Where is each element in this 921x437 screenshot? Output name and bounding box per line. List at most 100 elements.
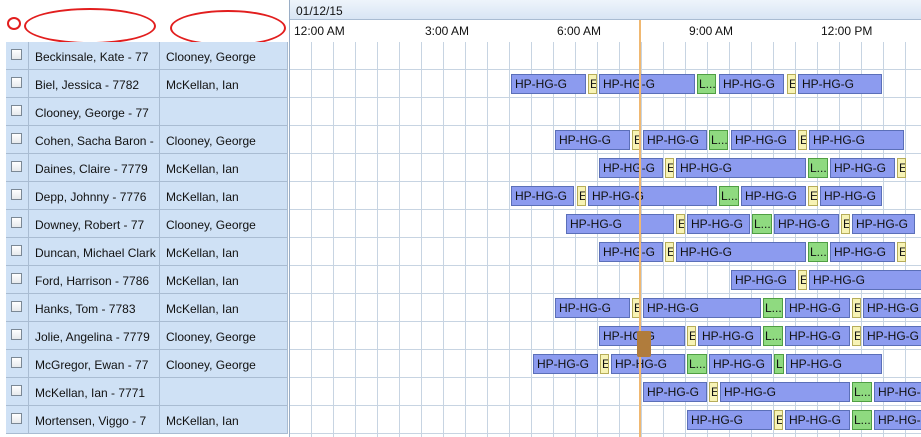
l-block[interactable]: L... bbox=[752, 214, 772, 234]
shift-block[interactable]: HP-HG-G bbox=[863, 298, 921, 318]
shift-block[interactable]: HP-HG-G bbox=[830, 242, 895, 262]
e-block[interactable]: E bbox=[852, 326, 861, 346]
shift-block[interactable]: HP-HG-G bbox=[719, 74, 784, 94]
shift-block[interactable]: HP-HG-C bbox=[874, 382, 921, 402]
shift-block[interactable]: HP-HG-G bbox=[676, 158, 806, 178]
e-block[interactable]: E bbox=[588, 74, 597, 94]
l-block[interactable]: L... bbox=[687, 354, 707, 374]
drag-handle[interactable] bbox=[637, 331, 651, 357]
shift-block[interactable]: HP-HG-G bbox=[852, 214, 915, 234]
l-block[interactable]: L... bbox=[852, 382, 872, 402]
shift-block[interactable]: HP-HG-G bbox=[741, 186, 806, 206]
e-block[interactable]: E bbox=[897, 242, 906, 262]
shift-block[interactable]: HP-HG-G bbox=[798, 74, 882, 94]
e-block[interactable]: E bbox=[798, 270, 807, 290]
shift-block[interactable]: HP-HG-G bbox=[820, 186, 882, 206]
row-checkbox[interactable] bbox=[11, 77, 22, 88]
employee-row[interactable]: Jolie, Angelina - 7779 Clooney, George bbox=[0, 322, 289, 350]
row-checkbox[interactable] bbox=[11, 329, 22, 340]
shift-block[interactable]: HP-HG-G bbox=[533, 354, 598, 374]
e-block[interactable]: E bbox=[687, 326, 696, 346]
timeline-grid[interactable]: HP-HG-GEHP-HG-GL...HP-HG-GEHP-HG-GHP-HG-… bbox=[289, 42, 921, 437]
shift-block[interactable]: HP-HG-G bbox=[676, 242, 806, 262]
l-block[interactable]: L... bbox=[763, 298, 783, 318]
l-block[interactable]: L... bbox=[774, 354, 784, 374]
l-block[interactable]: L... bbox=[719, 186, 739, 206]
e-block[interactable]: E bbox=[774, 410, 783, 430]
e-block[interactable]: E bbox=[600, 354, 609, 374]
row-checkbox[interactable] bbox=[11, 217, 22, 228]
row-checkbox[interactable] bbox=[11, 385, 22, 396]
employee-row[interactable]: Mortensen, Viggo - 7 McKellan, Ian bbox=[0, 406, 289, 434]
l-block[interactable]: L... bbox=[852, 410, 872, 430]
employee-row[interactable]: Biel, Jessica - 7782 McKellan, Ian bbox=[0, 70, 289, 98]
l-block[interactable]: L... bbox=[763, 326, 783, 346]
row-checkbox[interactable] bbox=[11, 189, 22, 200]
row-checkbox[interactable] bbox=[11, 357, 22, 368]
row-checkbox[interactable] bbox=[11, 161, 22, 172]
employee-row[interactable]: Clooney, George - 77 bbox=[0, 98, 289, 126]
shift-block[interactable]: HP-HG-G bbox=[511, 74, 586, 94]
e-block[interactable]: E bbox=[676, 214, 685, 234]
l-block[interactable]: L... bbox=[697, 74, 716, 94]
e-block[interactable]: E bbox=[665, 158, 674, 178]
shift-block[interactable]: HP-HG-G bbox=[786, 354, 882, 374]
shift-block[interactable]: HP-HG-G bbox=[643, 298, 761, 318]
shift-block[interactable]: HP-HG-G bbox=[687, 410, 772, 430]
row-checkbox[interactable] bbox=[11, 273, 22, 284]
shift-block[interactable]: HP-HG-G bbox=[611, 354, 685, 374]
e-block[interactable]: E bbox=[808, 186, 818, 206]
shift-block[interactable]: HP-HG-G bbox=[809, 270, 921, 290]
shift-block[interactable]: HP-HG-G bbox=[785, 298, 850, 318]
l-block[interactable]: L... bbox=[709, 130, 728, 150]
row-checkbox[interactable] bbox=[11, 105, 22, 116]
shift-block[interactable]: HP-HG-G bbox=[863, 326, 921, 346]
shift-block[interactable]: HP-HG-G bbox=[599, 158, 663, 178]
shift-block[interactable]: HP-HG-G bbox=[599, 74, 695, 94]
shift-block[interactable]: HP-HG-G bbox=[709, 354, 772, 374]
employee-row[interactable]: Duncan, Michael Clark McKellan, Ian bbox=[0, 238, 289, 266]
shift-block[interactable]: HP-HG-G bbox=[687, 214, 750, 234]
row-checkbox[interactable] bbox=[11, 245, 22, 256]
employee-row[interactable]: Daines, Claire - 7779 McKellan, Ian bbox=[0, 154, 289, 182]
employee-row[interactable]: Cohen, Sacha Baron - Clooney, George bbox=[0, 126, 289, 154]
shift-block[interactable]: HP-HG-G bbox=[830, 158, 895, 178]
employee-row[interactable]: Depp, Johnny - 7776 McKellan, Ian bbox=[0, 182, 289, 210]
shift-block[interactable]: HP-HG-C bbox=[874, 410, 921, 430]
shift-block[interactable]: HP-HG-G bbox=[566, 214, 674, 234]
shift-block[interactable]: HP-HG-G bbox=[599, 242, 663, 262]
shift-block[interactable]: HP-HG-G bbox=[643, 382, 707, 402]
shift-block[interactable]: HP-HG-G bbox=[643, 130, 707, 150]
e-block[interactable]: E bbox=[709, 382, 718, 402]
shift-block[interactable]: HP-HG-G bbox=[731, 130, 796, 150]
shift-block[interactable]: HP-HG-G bbox=[731, 270, 796, 290]
employee-row[interactable]: Beckinsale, Kate - 77 Clooney, George bbox=[0, 42, 289, 70]
shift-block[interactable]: HP-HG-G bbox=[588, 186, 717, 206]
e-block[interactable]: E bbox=[798, 130, 807, 150]
employee-row[interactable]: McGregor, Ewan - 77 Clooney, George bbox=[0, 350, 289, 378]
shift-block[interactable]: HP-HG-G bbox=[555, 298, 630, 318]
row-checkbox[interactable] bbox=[11, 49, 22, 60]
shift-block[interactable]: HP-HG-G bbox=[774, 214, 839, 234]
shift-block[interactable]: HP-HG-G bbox=[809, 130, 904, 150]
e-block[interactable]: E bbox=[897, 158, 906, 178]
employee-row[interactable]: Downey, Robert - 77 Clooney, George bbox=[0, 210, 289, 238]
e-block[interactable]: E bbox=[841, 214, 850, 234]
shift-block[interactable]: HP-HG-G bbox=[720, 382, 850, 402]
shift-block[interactable]: HP-HG-G bbox=[555, 130, 630, 150]
l-block[interactable]: L... bbox=[808, 158, 828, 178]
row-checkbox[interactable] bbox=[11, 301, 22, 312]
employee-row[interactable]: Hanks, Tom - 7783 McKellan, Ian bbox=[0, 294, 289, 322]
shift-block[interactable]: HP-HG-G bbox=[698, 326, 761, 346]
employee-row[interactable]: Ford, Harrison - 7786 McKellan, Ian bbox=[0, 266, 289, 294]
e-block[interactable]: E bbox=[577, 186, 586, 206]
shift-block[interactable]: HP-HG-G bbox=[511, 186, 574, 206]
e-block[interactable]: E bbox=[665, 242, 674, 262]
e-block[interactable]: E bbox=[852, 298, 861, 318]
employee-row[interactable]: McKellan, Ian - 7771 bbox=[0, 378, 289, 406]
shift-block[interactable]: HP-HG-G bbox=[785, 410, 850, 430]
l-block[interactable]: L... bbox=[808, 242, 828, 262]
e-block[interactable]: E bbox=[787, 74, 796, 94]
shift-block[interactable]: HP-HG-G bbox=[785, 326, 850, 346]
row-checkbox[interactable] bbox=[11, 413, 22, 424]
